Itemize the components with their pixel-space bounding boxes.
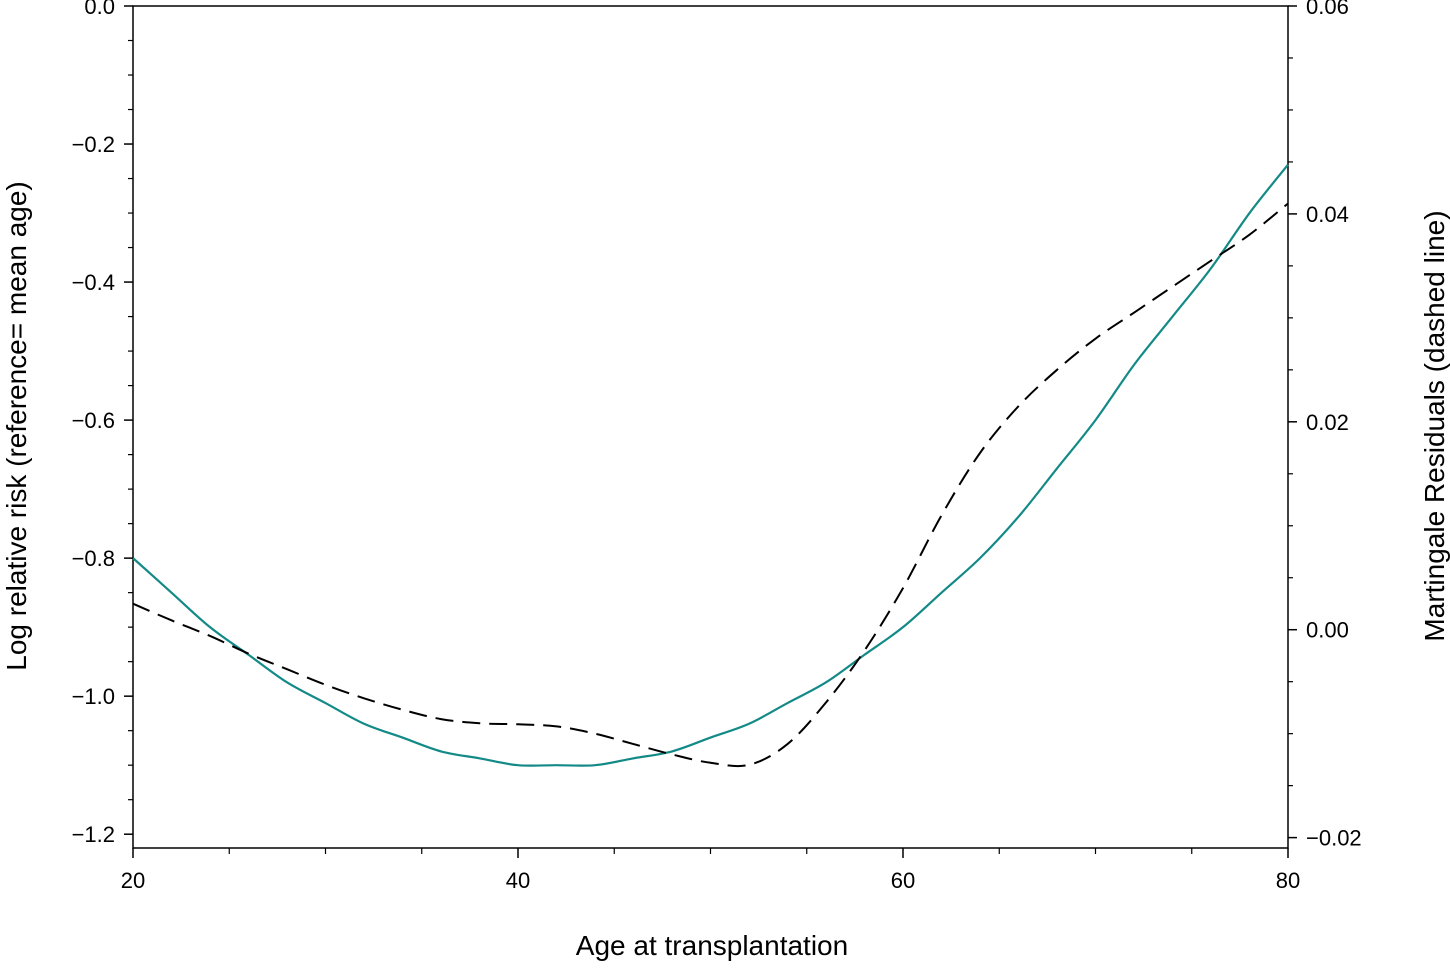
y-tick-label: −0.2 xyxy=(72,132,115,157)
y-tick-label: −1.2 xyxy=(72,822,115,847)
martingale-residuals-dashed-line xyxy=(132,202,1289,768)
y-axis-right: 0.06 0.04 0.02 0.00 −0.02 xyxy=(1288,0,1362,851)
y2-tick-label: 0.04 xyxy=(1306,202,1349,227)
x-tick-label: 40 xyxy=(506,868,530,893)
y-axis-title: Log relative risk (reference= mean age) xyxy=(1,181,32,670)
y-tick-label: −0.8 xyxy=(72,546,115,571)
x-tick-label: 20 xyxy=(121,868,145,893)
y2-tick-label: 0.06 xyxy=(1306,0,1349,19)
x-tick-label: 60 xyxy=(891,868,915,893)
y2-axis-title: Martingale Residuals (dashed line) xyxy=(1419,210,1450,641)
y2-tick-label: 0.00 xyxy=(1306,618,1349,643)
y-tick-label: 0.0 xyxy=(84,0,115,19)
y-tick-label: −0.4 xyxy=(72,270,115,295)
y2-tick-label: −0.02 xyxy=(1306,826,1362,851)
series-layer xyxy=(132,164,1289,768)
y-axis-left: 0.0 −0.2 −0.4 −0.6 −0.8 −1.0 −1.2 xyxy=(72,0,133,847)
y-tick-label: −1.0 xyxy=(72,684,115,709)
x-tick-label: 80 xyxy=(1276,868,1300,893)
plot-frame xyxy=(132,5,1289,849)
x-axis: 20 40 60 80 xyxy=(121,848,1300,893)
y2-tick-label: 0.02 xyxy=(1306,410,1349,435)
y-tick-label: −0.6 xyxy=(72,408,115,433)
x-axis-title: Age at transplantation xyxy=(576,930,848,961)
log-relative-risk-solid-line xyxy=(132,164,1289,767)
